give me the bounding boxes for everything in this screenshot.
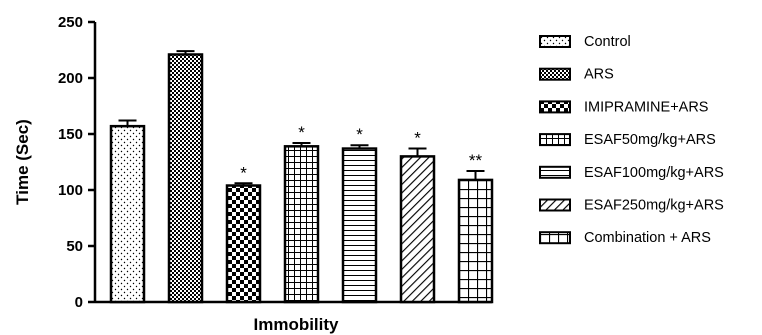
bar	[109, 124, 146, 304]
y-tick-label: 0	[75, 294, 83, 311]
legend-label: Combination + ARS	[584, 230, 711, 246]
legend-label: ESAF50mg/kg+ARS	[584, 132, 716, 148]
legend-swatch	[539, 67, 571, 81]
bar	[283, 145, 320, 304]
bar	[341, 147, 378, 304]
legend-swatch	[539, 35, 571, 48]
legend: Control ARS IMIPRAMINE+ARS ESAF50mg/kg+ARS E…	[539, 34, 724, 246]
y-tick-label: 100	[58, 182, 83, 199]
significance-marker: **	[469, 151, 483, 170]
y-tick-label: 250	[58, 14, 83, 31]
bar	[399, 155, 436, 304]
y-axis-title: Time (Sec)	[13, 119, 32, 205]
y-tick-label: 50	[66, 238, 83, 255]
bar	[167, 53, 204, 304]
legend-swatch	[539, 198, 571, 212]
legend-swatch	[539, 100, 571, 114]
legend-label: ESAF100mg/kg+ARS	[584, 165, 724, 181]
legend-label: ARS	[584, 67, 614, 83]
x-axis-title: Immobility	[253, 315, 339, 334]
legend-label: ESAF250mg/kg+ARS	[584, 198, 724, 214]
legend-swatch	[539, 165, 571, 179]
bar	[457, 178, 494, 304]
significance-marker: *	[240, 163, 247, 182]
y-tick-label: 150	[58, 126, 83, 143]
significance-marker: *	[298, 123, 305, 142]
bar	[225, 184, 262, 304]
bars-group: ** * ***	[109, 50, 494, 304]
legend-label: Control	[584, 34, 631, 50]
legend-swatch	[539, 231, 571, 245]
y-tick-label: 200	[58, 70, 83, 87]
significance-marker: *	[414, 129, 421, 148]
legend-label: IMIPRAMINE+ARS	[584, 99, 708, 115]
axes: 0 50 100 150 200 250	[58, 14, 492, 311]
legend-swatch	[539, 133, 571, 147]
significance-marker: *	[356, 125, 363, 144]
